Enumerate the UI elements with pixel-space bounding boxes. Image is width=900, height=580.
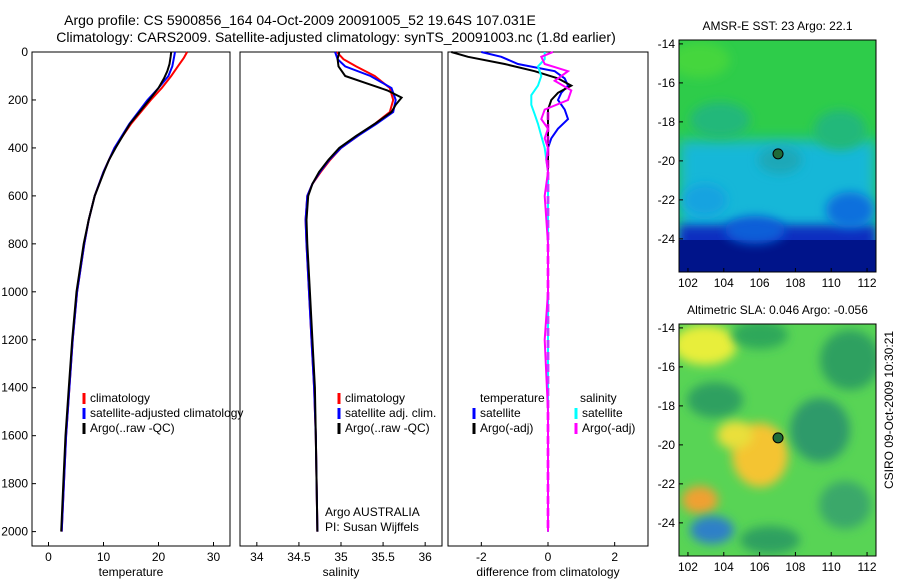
sla_map-ytick-label: -22 bbox=[658, 477, 676, 491]
temperature-ytick-label: 600 bbox=[8, 189, 28, 203]
salinity-xtick-label: 34 bbox=[250, 550, 264, 564]
temperature-legend-label-1: satellite-adjusted climatology bbox=[90, 406, 243, 420]
temperature-legend-label-0: climatology bbox=[90, 391, 150, 405]
difference-series-temperature-argo-adj- bbox=[451, 51, 574, 532]
sst_map-title: AMSR-E SST: 23 Argo: 22.1 bbox=[702, 19, 852, 33]
difference-xtick-label: 0 bbox=[545, 550, 552, 564]
salinity-series-satellite-adj-clim- bbox=[304, 51, 397, 532]
sla_map-xtick-label: 108 bbox=[785, 560, 805, 574]
temperature-ytick-label: 400 bbox=[8, 141, 28, 155]
sst_map-xtick-label: 112 bbox=[857, 276, 876, 290]
difference-legend-label-3: Argo(-adj) bbox=[582, 421, 635, 435]
sst_map-argo-position-marker bbox=[772, 148, 784, 160]
sla_map-frame bbox=[678, 323, 877, 557]
temperature-legend-label-2: Argo(..raw -QC) bbox=[90, 421, 175, 435]
temperature-xtick-label: 30 bbox=[207, 550, 221, 564]
sst_map-ytick-label: -22 bbox=[658, 193, 676, 207]
sst_map-xtick-label: 110 bbox=[822, 276, 841, 290]
sla_map-xtick-label: 106 bbox=[750, 560, 770, 574]
salinity-xtick-label: 36 bbox=[418, 550, 432, 564]
sst_map-ytick-label: -16 bbox=[658, 76, 676, 90]
salinity-xtick-label: 35 bbox=[334, 550, 348, 564]
sla_map-xtick-label: 102 bbox=[678, 560, 698, 574]
salinity-annotation-line1: Argo AUSTRALIA bbox=[325, 505, 420, 519]
temperature-series-satellite-adjusted-climatology bbox=[60, 51, 176, 532]
temperature-ytick-label: 1800 bbox=[1, 477, 28, 491]
sst_map-xtick-label: 102 bbox=[678, 276, 698, 290]
sla_map-argo-position-marker bbox=[772, 432, 784, 444]
temperature-ytick-label: 0 bbox=[21, 45, 28, 59]
temperature-ytick-label: 200 bbox=[8, 93, 28, 107]
temperature-ytick-label: 1000 bbox=[1, 285, 28, 299]
difference-legend-title-temperature: temperature bbox=[480, 391, 545, 405]
sla_map-ytick-label: -14 bbox=[658, 321, 676, 335]
salinity-plot-frame bbox=[239, 51, 443, 547]
temperature-ytick-label: 1200 bbox=[1, 333, 28, 347]
temperature-xlabel: temperature bbox=[99, 565, 164, 579]
sst_map-ytick-label: -14 bbox=[658, 37, 676, 51]
sst-map-field bbox=[679, 40, 876, 272]
temperature-series-climatology bbox=[60, 51, 188, 532]
temperature-plot-frame bbox=[31, 51, 231, 547]
sst_map-frame bbox=[678, 39, 877, 273]
salinity-xtick-label: 34.5 bbox=[287, 550, 311, 564]
temperature-series-argo-raw-qc- bbox=[60, 51, 173, 532]
sst_map-ytick-label: -20 bbox=[658, 154, 676, 168]
salinity-series-climatology bbox=[304, 51, 395, 532]
difference-legend-title-salinity: salinity bbox=[580, 391, 617, 405]
difference-series-temperature-satellite bbox=[481, 51, 570, 532]
sst_map-xtick-label: 108 bbox=[785, 276, 805, 290]
salinity-series-argo-raw-qc- bbox=[305, 51, 404, 532]
sla_map-xtick-label: 110 bbox=[822, 560, 841, 574]
temperature-ytick-label: 1600 bbox=[1, 429, 28, 443]
sla_map-xtick-label: 112 bbox=[857, 560, 876, 574]
salinity-annotation-line2: PI: Susan Wijffels bbox=[325, 520, 419, 534]
sst_map-ytick-label: -24 bbox=[658, 232, 676, 246]
temperature-ytick-label: 800 bbox=[8, 237, 28, 251]
temperature-ytick-label: 1400 bbox=[1, 381, 28, 395]
figure-title-line1: Argo profile: CS 5900856_164 04-Oct-2009… bbox=[64, 12, 536, 28]
difference-xtick-label: -2 bbox=[476, 550, 487, 564]
sst_map-ytick-label: -18 bbox=[658, 115, 676, 129]
temperature-xtick-label: 20 bbox=[152, 550, 166, 564]
temperature-xtick-label: 10 bbox=[97, 550, 111, 564]
temperature-ytick-label: 2000 bbox=[1, 525, 28, 539]
sst_map-xtick-label: 104 bbox=[714, 276, 734, 290]
salinity-legend-label-0: climatology bbox=[345, 391, 405, 405]
sla_map-title: Altimetric SLA: 0.046 Argo: -0.056 bbox=[687, 303, 868, 317]
difference-series-salinity-argo-adj- bbox=[539, 51, 573, 532]
sla_map-ytick-label: -18 bbox=[658, 399, 676, 413]
sst_map-xtick-label: 106 bbox=[750, 276, 770, 290]
sla_map-xtick-label: 104 bbox=[714, 560, 734, 574]
sla_map-ytick-label: -16 bbox=[658, 360, 676, 374]
difference-legend-label-2: satellite bbox=[582, 406, 623, 420]
difference-xlabel: difference from climatology bbox=[476, 565, 619, 579]
difference-xtick-label: 2 bbox=[611, 550, 618, 564]
side-timestamp: CSIRO 09-Oct-2009 10:30:21 bbox=[882, 331, 896, 489]
salinity-xtick-label: 35.5 bbox=[371, 550, 395, 564]
salinity-legend-label-1: satellite adj. clim. bbox=[345, 406, 436, 420]
sla_map-ytick-label: -20 bbox=[658, 438, 676, 452]
figure-title-line2: Climatology: CARS2009. Satellite-adjuste… bbox=[56, 29, 616, 45]
salinity-xlabel: salinity bbox=[323, 565, 360, 579]
temperature-xtick-label: 0 bbox=[45, 550, 52, 564]
difference-legend-label-1: Argo(-adj) bbox=[480, 421, 533, 435]
difference-legend-label-0: satellite bbox=[480, 406, 521, 420]
sla_map-ytick-label: -24 bbox=[658, 516, 676, 530]
salinity-legend-label-2: Argo(..raw -QC) bbox=[345, 421, 430, 435]
